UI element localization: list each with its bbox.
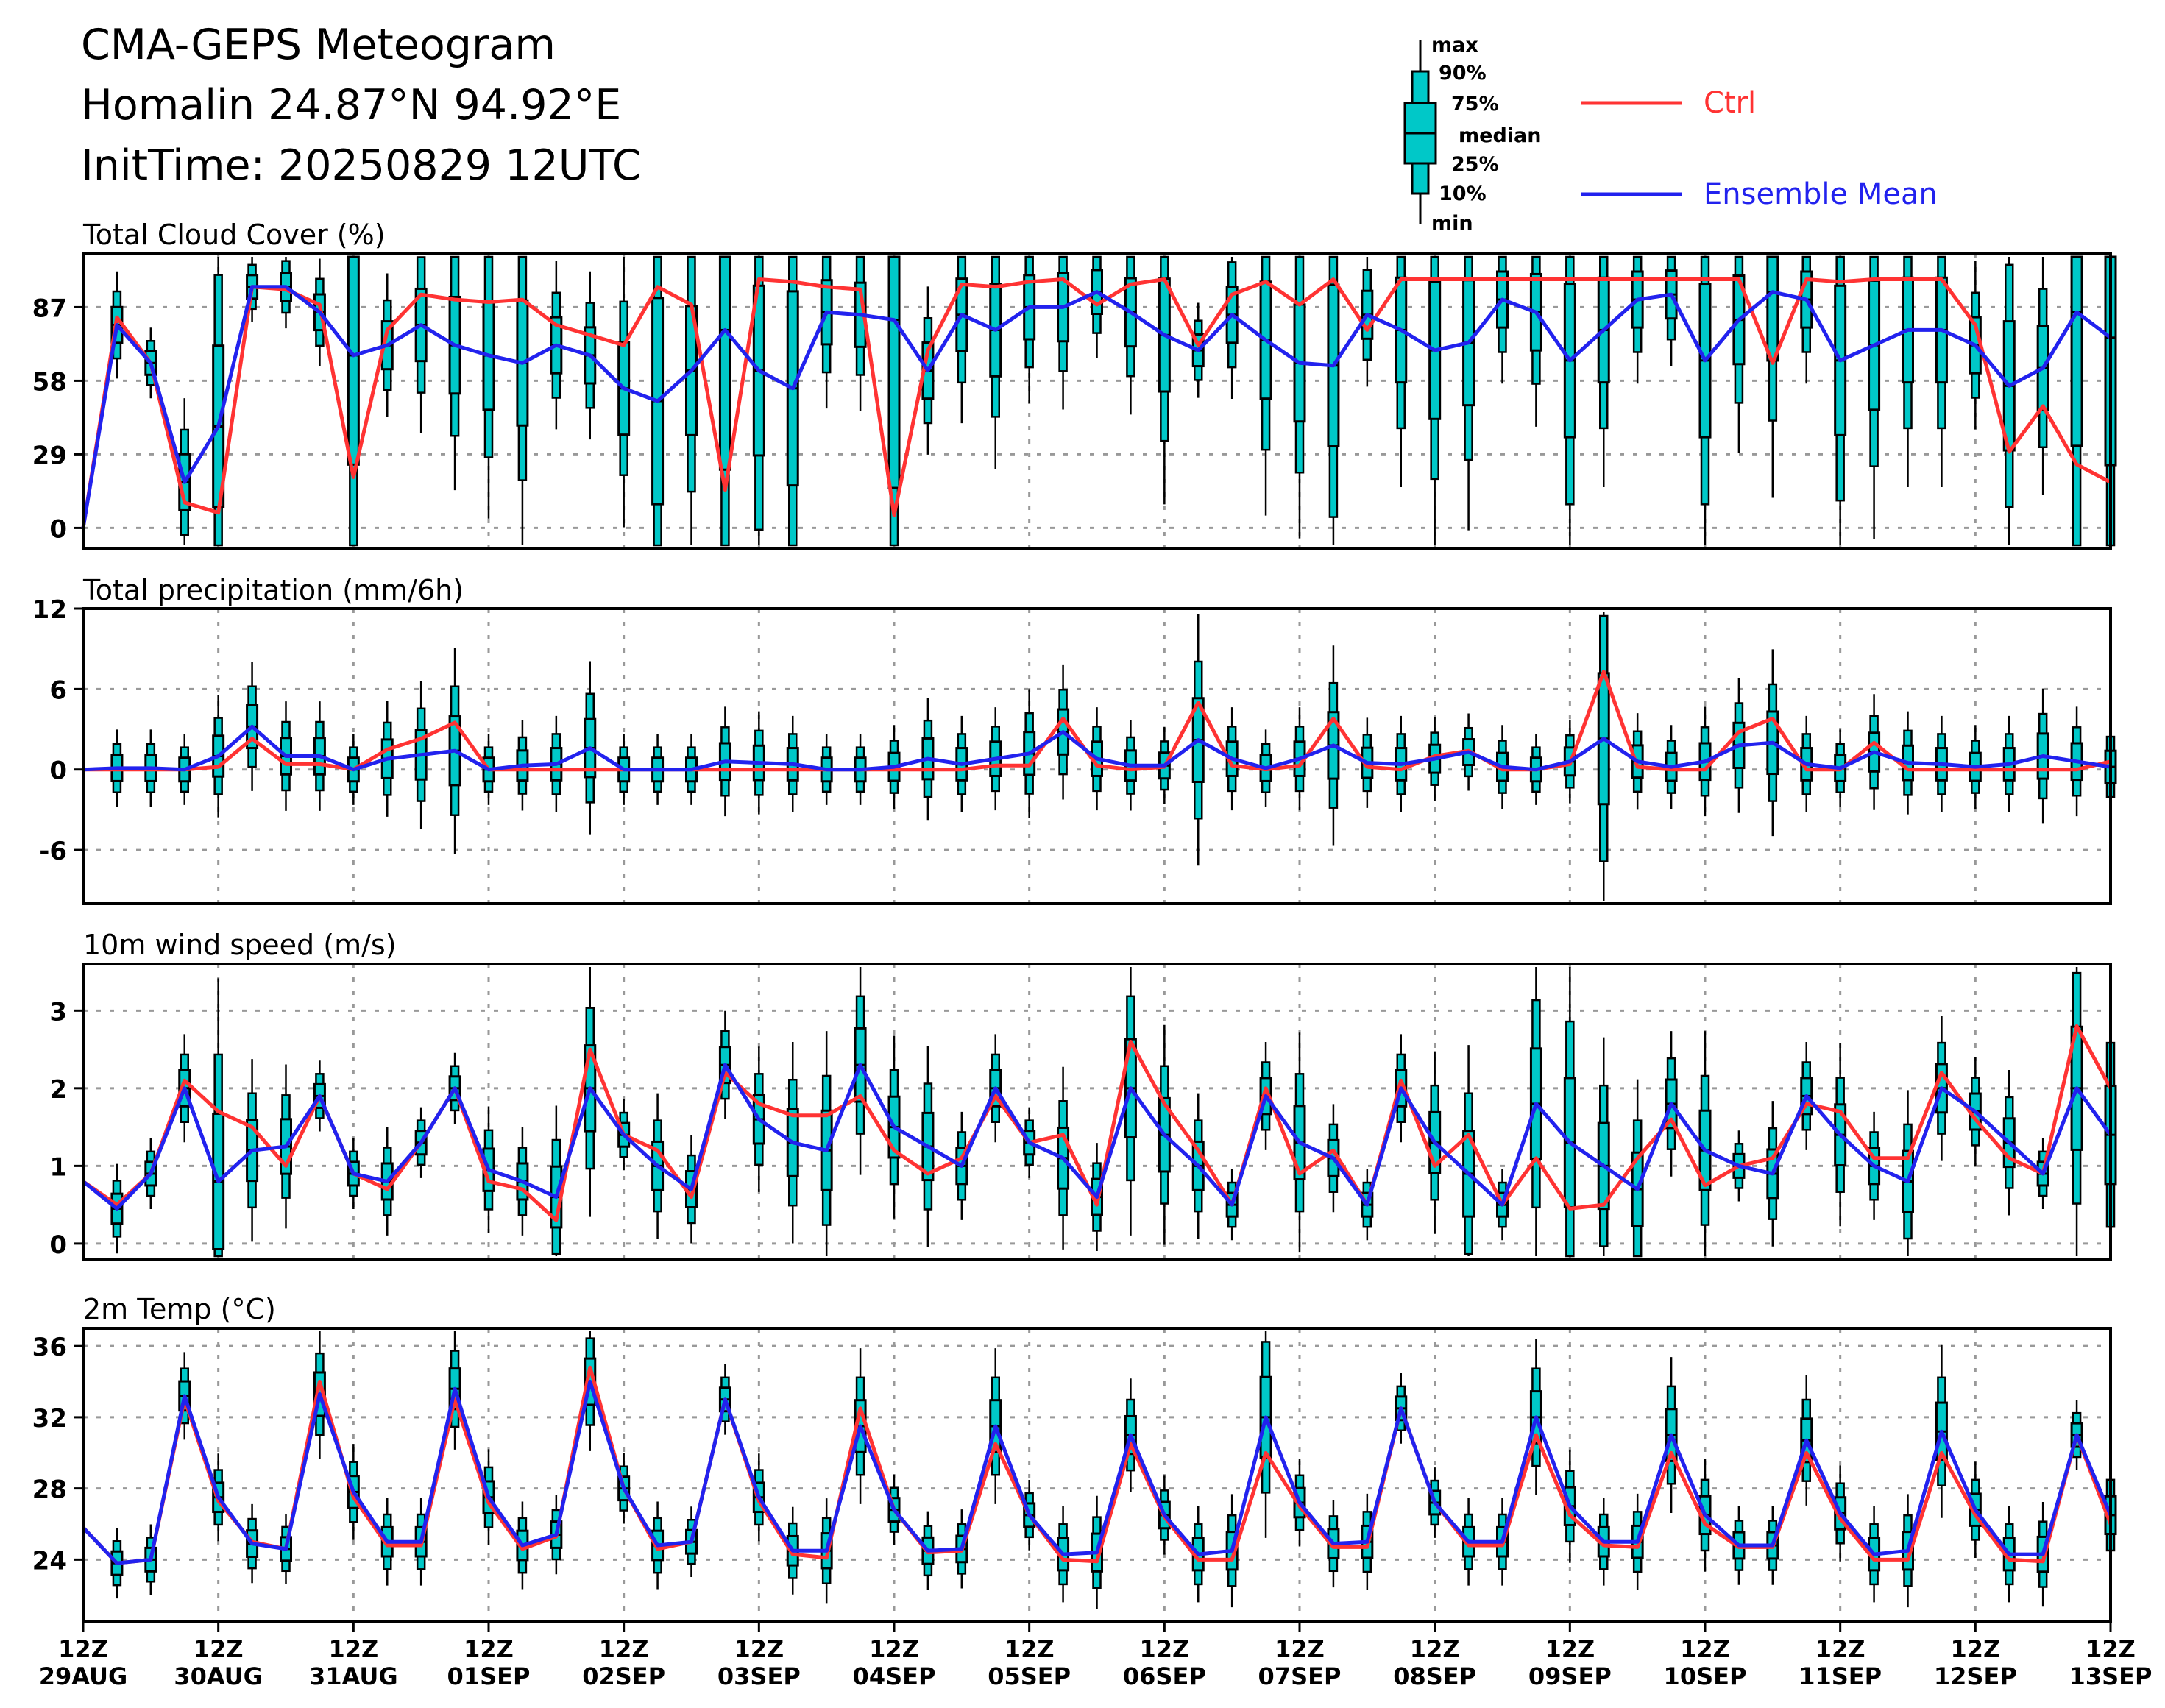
x-tick-label-hour: 12Z bbox=[869, 1635, 919, 1663]
panel-frame bbox=[82, 1327, 2112, 1623]
x-tick-label-date: 03SEP bbox=[717, 1662, 801, 1690]
legend-box-label: median bbox=[1459, 124, 1541, 147]
x-tick-label-hour: 12Z bbox=[1275, 1635, 1325, 1663]
y-tick-label: 6 bbox=[49, 676, 67, 705]
x-tick-label-hour: 12Z bbox=[1139, 1635, 1189, 1663]
box-inner bbox=[1766, 255, 1779, 362]
x-tick-label-date: 13SEP bbox=[2069, 1662, 2152, 1690]
y-tick-label: 0 bbox=[49, 1230, 67, 1260]
x-tick-label-hour: 12Z bbox=[194, 1635, 244, 1663]
x-tick-label-date: 09SEP bbox=[1528, 1662, 1612, 1690]
y-tick-label: 0 bbox=[49, 756, 67, 786]
x-tick-label-date: 07SEP bbox=[1258, 1662, 1342, 1690]
x-tick-label-hour: 12Z bbox=[1004, 1635, 1055, 1663]
y-tick-label: 0 bbox=[49, 514, 67, 544]
init-time-label: InitTime: 20250829 12UTC bbox=[81, 141, 642, 190]
location-label: Homalin 24.87°N 94.92°E bbox=[81, 81, 622, 130]
box-inner bbox=[887, 255, 901, 489]
x-tick-label-hour: 12Z bbox=[58, 1635, 108, 1663]
y-tick-label: 32 bbox=[32, 1404, 67, 1434]
y-tick-label: 1 bbox=[49, 1152, 67, 1182]
ensemble-mean-series-line bbox=[82, 1380, 2113, 1565]
y-tick-label: 2 bbox=[49, 1075, 67, 1105]
ctrl-series-line bbox=[83, 670, 2111, 772]
y-tick-label: 29 bbox=[32, 441, 67, 470]
x-tick-label-date: 08SEP bbox=[1393, 1662, 1476, 1690]
panel-title: Total Cloud Cover (%) bbox=[82, 219, 386, 251]
panel-title: 10m wind speed (m/s) bbox=[83, 929, 397, 961]
x-tick-label-date: 06SEP bbox=[1123, 1662, 1206, 1690]
x-tick-label-date: 31AUG bbox=[309, 1662, 398, 1690]
x-tick-label-hour: 12Z bbox=[1680, 1635, 1730, 1663]
legend-box-label: 10% bbox=[1439, 183, 1487, 205]
y-tick-label: 3 bbox=[49, 997, 67, 1027]
x-tick-label-date: 29AUG bbox=[39, 1662, 128, 1690]
legend-box-label: 90% bbox=[1439, 62, 1487, 85]
x-tick-label-hour: 12Z bbox=[599, 1635, 649, 1663]
x-tick-label-date: 10SEP bbox=[1664, 1662, 1747, 1690]
x-tick-label-hour: 12Z bbox=[1545, 1635, 1595, 1663]
panel-title: 2m Temp (°C) bbox=[83, 1293, 276, 1325]
x-tick-label-hour: 12Z bbox=[1410, 1635, 1460, 1663]
ensemble-mean-series-line bbox=[82, 1063, 2113, 1211]
y-tick-label: 24 bbox=[32, 1546, 67, 1576]
x-tick-label-date: 11SEP bbox=[1799, 1662, 1882, 1690]
panel-title: Total precipitation (mm/6h) bbox=[82, 574, 464, 606]
legend-ctrl-label: Ctrl bbox=[1704, 86, 1756, 120]
x-tick-label-hour: 12Z bbox=[734, 1635, 784, 1663]
x-tick-label-hour: 12Z bbox=[1815, 1635, 1865, 1663]
panel-frame bbox=[82, 963, 2112, 1261]
legend-mean-label: Ensemble Mean bbox=[1704, 177, 1938, 211]
x-tick-label-date: 04SEP bbox=[853, 1662, 936, 1690]
box-inner bbox=[347, 255, 360, 466]
x-tick-label-hour: 12Z bbox=[1950, 1635, 2000, 1663]
x-tick-label-date: 12SEP bbox=[1934, 1662, 2017, 1690]
panel-frame bbox=[82, 252, 2112, 550]
ensemble-mean-series-line bbox=[81, 285, 2112, 528]
x-tick-label-date: 01SEP bbox=[447, 1662, 531, 1690]
x-tick-label-date: 02SEP bbox=[582, 1662, 665, 1690]
legend-box-label: max bbox=[1431, 34, 1478, 57]
y-tick-label: 28 bbox=[32, 1475, 67, 1505]
ctrl-series-line bbox=[81, 277, 2112, 528]
x-tick-label-hour: 12Z bbox=[2086, 1635, 2136, 1663]
box-inner bbox=[718, 255, 731, 471]
x-tick-label-hour: 12Z bbox=[328, 1635, 378, 1663]
panel-frame bbox=[82, 607, 2112, 905]
x-tick-label-date: 05SEP bbox=[988, 1662, 1071, 1690]
box-inner bbox=[2070, 255, 2083, 447]
chart-title: CMA-GEPS Meteogram bbox=[81, 21, 556, 69]
x-tick-label-hour: 12Z bbox=[464, 1635, 514, 1663]
ensemble-mean-series-line bbox=[82, 724, 2111, 772]
y-tick-label: -6 bbox=[39, 837, 67, 866]
y-tick-label: 36 bbox=[32, 1333, 67, 1362]
legend-box-label: 25% bbox=[1451, 153, 1499, 176]
legend-box-label: 75% bbox=[1451, 93, 1499, 116]
y-tick-label: 87 bbox=[32, 294, 67, 323]
y-tick-label: 12 bbox=[32, 595, 67, 625]
legend-box-label: min bbox=[1431, 212, 1473, 235]
x-tick-label-date: 30AUG bbox=[174, 1662, 263, 1690]
y-tick-label: 58 bbox=[32, 367, 67, 397]
